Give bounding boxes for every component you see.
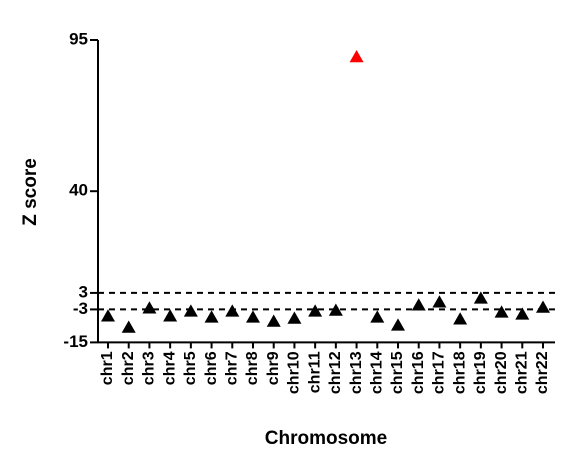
x-tick-label: chr7: [224, 351, 241, 385]
y-tick-label: 95: [69, 29, 88, 48]
point: [370, 310, 385, 323]
x-tick-label: chr11: [306, 351, 323, 393]
x-tick-label: chr9: [265, 351, 282, 385]
x-tick-label: chr17: [431, 351, 448, 394]
x-tick-label: chr18: [451, 351, 468, 394]
point: [308, 304, 323, 317]
x-tick-label: chr19: [472, 351, 489, 394]
point: [515, 307, 530, 320]
point: [287, 311, 302, 324]
point: [536, 300, 550, 313]
point: [121, 320, 136, 333]
point: [391, 318, 405, 331]
x-tick-label: chr13: [348, 351, 365, 394]
x-tick-label: chr6: [203, 351, 220, 385]
point: [494, 305, 509, 318]
point: [266, 314, 281, 327]
y-tick-label: 40: [69, 181, 88, 200]
point: [225, 304, 240, 317]
x-tick-label: chr5: [182, 351, 199, 385]
x-axis-title: Chromosome: [265, 428, 387, 449]
x-tick-label: chr22: [534, 351, 551, 394]
point: [204, 310, 219, 323]
point: [246, 310, 260, 323]
y-tick-label: 3: [79, 282, 88, 301]
x-tick-label: chr15: [389, 351, 406, 394]
point: [101, 309, 115, 322]
point: [163, 309, 178, 322]
x-tick-label: chr1: [99, 351, 116, 385]
x-tick-label: chr2: [120, 351, 137, 385]
x-tick-label: chr8: [244, 351, 261, 385]
x-tick-label: chr10: [286, 351, 303, 394]
point: [349, 50, 364, 63]
x-tick-label: chr12: [327, 351, 344, 394]
x-tick-label: chr16: [410, 351, 427, 394]
x-tick-label: chr20: [493, 351, 510, 394]
x-tick-label: chr4: [161, 351, 178, 385]
y-tick-label: -3: [73, 299, 88, 318]
point: [473, 291, 488, 304]
x-tick-label: chr21: [514, 351, 531, 394]
x-tick-label: chr3: [141, 351, 158, 385]
y-axis-title: Z score: [20, 158, 41, 226]
point: [183, 304, 198, 317]
y-tick-label: -15: [63, 332, 88, 351]
point: [432, 295, 447, 308]
point: [142, 301, 157, 314]
point: [453, 312, 468, 325]
point: [328, 303, 343, 316]
x-tick-label: chr14: [369, 351, 386, 394]
point: [411, 298, 426, 311]
